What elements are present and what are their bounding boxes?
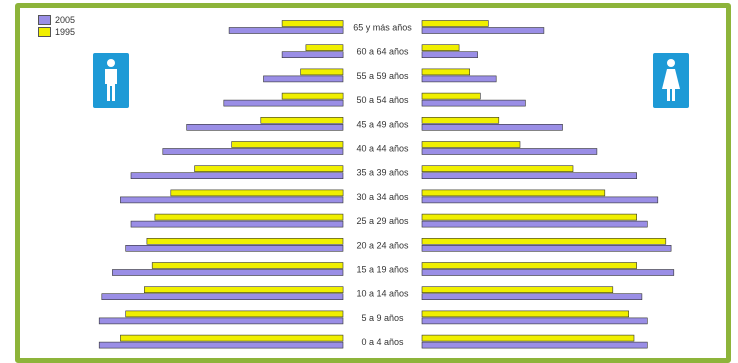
chart-frame: 65 y más años 60 a 64 años 55 a 59 años 50 … <box>15 3 731 363</box>
age-group-label-0-a-4-anos: 0 a 4 años <box>361 337 404 347</box>
bar-female-2005-40-a-44-anos <box>421 148 598 155</box>
bar-female-1995-0-a-4-anos <box>421 334 635 342</box>
population-pyramid-chart: 65 y más años 60 a 64 años 55 a 59 años 50 … <box>98 20 675 349</box>
bar-male-1995-30-a-34-anos <box>170 189 344 197</box>
bar-male-2005-25-a-29-anos <box>130 220 344 228</box>
age-group-label-15-a-19-anos: 15 a 19 años <box>356 265 409 275</box>
bar-male-1995-50-a-54-anos <box>281 92 344 100</box>
age-group-label-30-a-34-anos: 30 a 34 años <box>356 192 409 202</box>
bar-male-2005-65-y-mas-anos <box>228 27 344 34</box>
age-group-label-65-y-mas-anos: 65 y más años <box>353 23 412 33</box>
age-group-label-10-a-14-anos: 10 a 14 años <box>356 289 409 299</box>
bar-female-2005-10-a-14-anos <box>421 293 643 301</box>
bar-male-2005-35-a-39-anos <box>130 172 344 179</box>
bar-male-1995-0-a-4-anos <box>120 334 344 342</box>
bar-female-2005-0-a-4-anos <box>421 341 648 349</box>
bar-female-2005-30-a-34-anos <box>421 196 659 204</box>
bar-female-1995-5-a-9-anos <box>421 310 629 318</box>
bar-male-1995-5-a-9-anos <box>125 310 344 318</box>
bar-female-2005-55-a-59-anos <box>421 75 497 83</box>
legend-label-2005: 2005 <box>55 15 76 25</box>
bar-male-2005-30-a-34-anos <box>120 196 344 204</box>
bar-male-2005-15-a-19-anos <box>112 269 344 276</box>
age-group-label-45-a-49-anos: 45 a 49 años <box>356 119 409 129</box>
bar-female-1995-25-a-29-anos <box>421 213 637 221</box>
bar-male-1995-45-a-49-anos <box>260 117 344 124</box>
bar-female-1995-40-a-44-anos <box>421 141 521 148</box>
legend-label-1995: 1995 <box>55 27 76 37</box>
bar-male-1995-55-a-59-anos <box>300 68 344 76</box>
bar-female-2005-25-a-29-anos <box>421 220 648 228</box>
male-person-icon <box>93 53 129 108</box>
bar-female-1995-60-a-64-anos <box>421 44 460 52</box>
bar-male-1995-25-a-29-anos <box>154 213 344 221</box>
bar-male-2005-5-a-9-anos <box>98 317 344 325</box>
bar-female-1995-20-a-24-anos <box>421 238 667 245</box>
bar-male-2005-40-a-44-anos <box>162 148 344 155</box>
bar-female-2005-65-y-mas-anos <box>421 27 545 34</box>
bar-female-2005-45-a-49-anos <box>421 124 563 131</box>
bar-male-2005-60-a-64-anos <box>281 51 344 59</box>
age-group-label-55-a-59-anos: 55 a 59 años <box>356 71 409 81</box>
legend-swatch-1995 <box>38 27 51 37</box>
bar-female-1995-30-a-34-anos <box>421 189 606 197</box>
bar-male-2005-10-a-14-anos <box>101 293 344 301</box>
age-group-label-25-a-29-anos: 25 a 29 años <box>356 216 409 226</box>
bar-female-2005-35-a-39-anos <box>421 172 637 179</box>
age-group-label-5-a-9-anos: 5 a 9 años <box>361 313 404 323</box>
bar-female-1995-55-a-59-anos <box>421 68 471 76</box>
bar-male-2005-50-a-54-anos <box>223 99 344 107</box>
bar-male-2005-55-a-59-anos <box>263 75 344 83</box>
bar-female-2005-50-a-54-anos <box>421 99 526 107</box>
legend-entry-1995: 1995 <box>38 26 75 38</box>
bar-female-1995-15-a-19-anos <box>421 262 637 269</box>
age-group-label-35-a-39-anos: 35 a 39 años <box>356 168 409 178</box>
age-group-label-60-a-64-anos: 60 a 64 años <box>356 47 409 57</box>
bar-female-1995-45-a-49-anos <box>421 117 500 124</box>
age-group-label-40-a-44-anos: 40 a 44 años <box>356 144 409 154</box>
bar-male-2005-45-a-49-anos <box>186 124 344 131</box>
bar-female-1995-35-a-39-anos <box>421 165 574 172</box>
bar-female-1995-65-y-mas-anos <box>421 20 489 27</box>
bar-female-1995-10-a-14-anos <box>421 286 614 294</box>
bar-male-1995-15-a-19-anos <box>151 262 344 269</box>
bar-female-1995-50-a-54-anos <box>421 92 481 100</box>
age-group-label-50-a-54-anos: 50 a 54 años <box>356 95 409 105</box>
age-group-label-20-a-24-anos: 20 a 24 años <box>356 240 409 250</box>
bar-female-2005-15-a-19-anos <box>421 269 675 276</box>
bar-male-2005-20-a-24-anos <box>125 245 344 252</box>
bar-male-1995-35-a-39-anos <box>194 165 344 172</box>
bar-male-1995-20-a-24-anos <box>146 238 344 245</box>
chart-legend: 2005 1995 <box>38 14 75 38</box>
bar-female-2005-20-a-24-anos <box>421 245 672 252</box>
bar-female-2005-5-a-9-anos <box>421 317 648 325</box>
bar-male-1995-10-a-14-anos <box>144 286 344 294</box>
legend-entry-2005: 2005 <box>38 14 75 26</box>
female-person-icon <box>653 53 689 108</box>
legend-swatch-2005 <box>38 15 51 25</box>
bar-male-1995-65-y-mas-anos <box>281 20 344 27</box>
bar-male-1995-40-a-44-anos <box>231 141 344 148</box>
bar-male-2005-0-a-4-anos <box>98 341 344 349</box>
bar-female-2005-60-a-64-anos <box>421 51 478 59</box>
bar-male-1995-60-a-64-anos <box>305 44 344 52</box>
